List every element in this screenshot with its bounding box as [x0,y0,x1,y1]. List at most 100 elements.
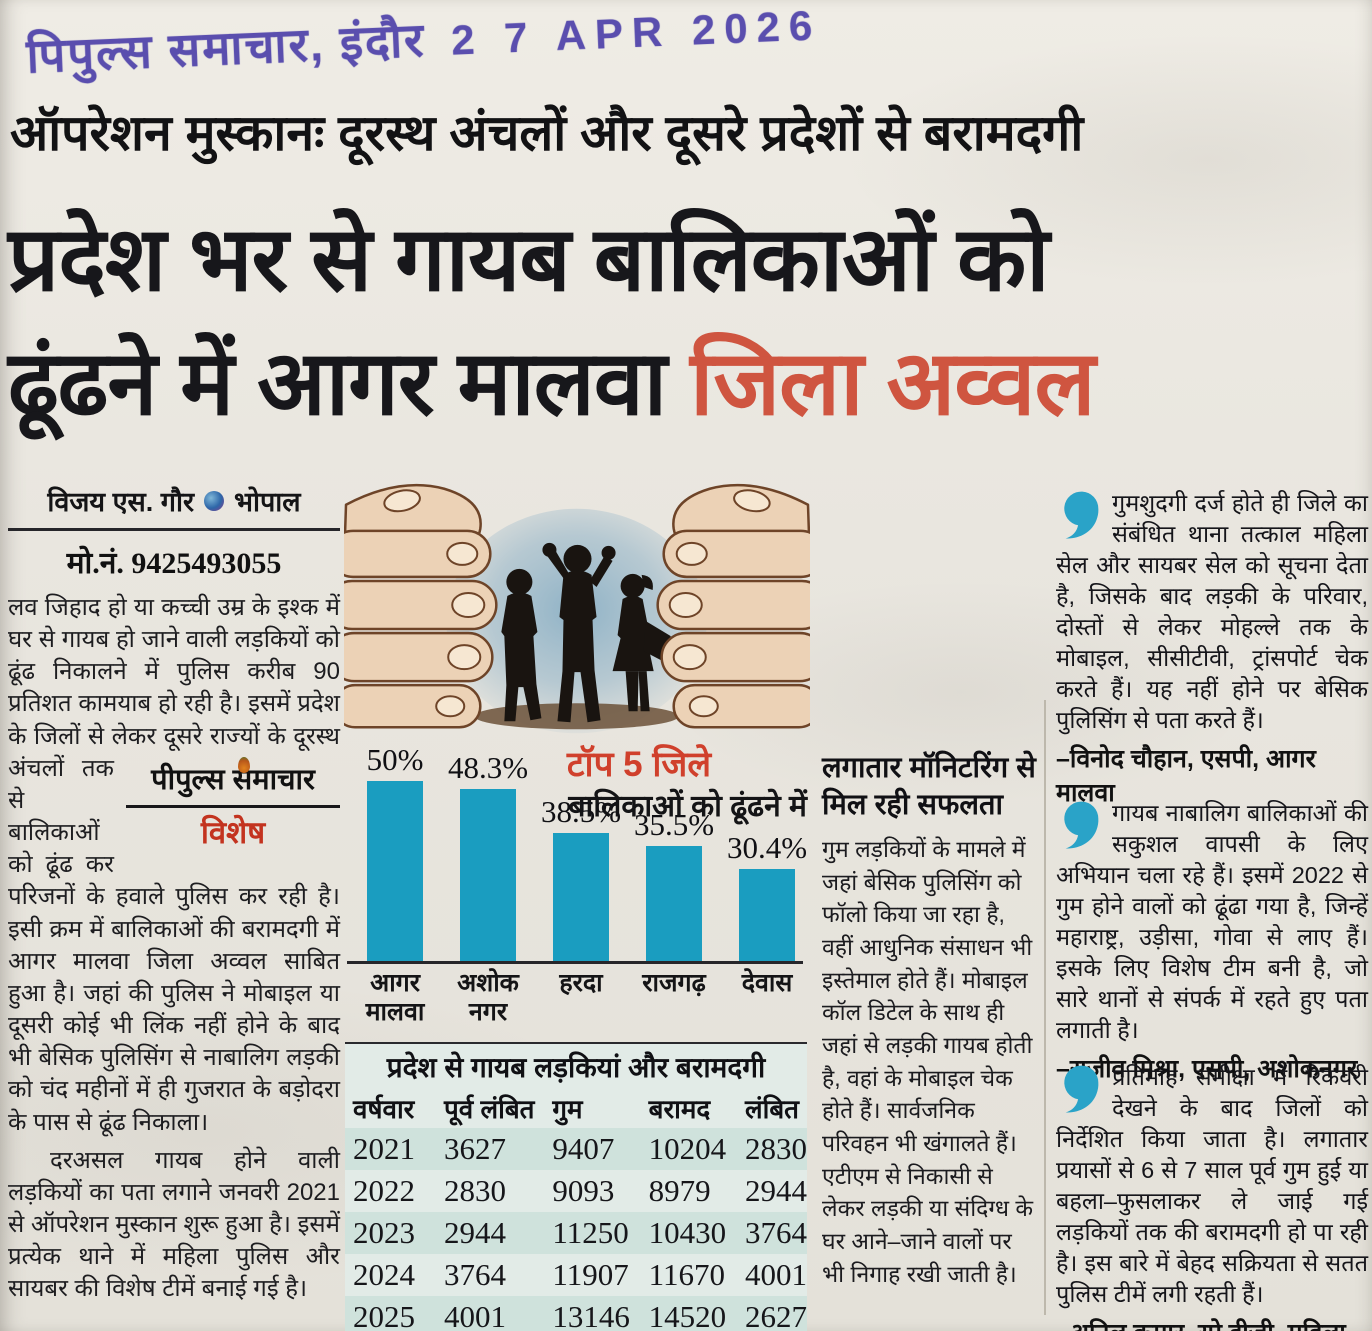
headline-accent: जिला अव्वल [690,334,1095,435]
chart-subtitle: बालिकाओं को ढूंढने में [568,790,807,823]
quote-text: प्रतिमाह समीक्षा में रिकवरी देखने के बाद… [1056,1064,1368,1308]
byline: विजय एस. गौर भोपाल [8,482,340,531]
table-row: 2022 2830 9093 8979 2944 [345,1170,807,1212]
table-cell: 2627 [744,1299,807,1331]
left-article-column: विजय एस. गौर भोपाल मो.नं. 9425493055 लव … [8,482,340,1305]
table-title: प्रदेश से गायब लड़कियां और बरामदगी [386,1052,766,1083]
table-header-cell: वर्षवार [353,1094,415,1124]
quote-block-agar-malwa: गुमशुदगी दर्ज होते ही जिले का संबंधित था… [1056,488,1368,809]
bar-category-label: हरदा [559,969,603,997]
table-cell: 13146 [552,1299,630,1331]
table-cell: 2022 [353,1173,415,1208]
bar-column: 48.3% अशोक नगर [442,750,534,1026]
table-cell: 11670 [648,1257,726,1292]
table-cell: 11250 [552,1215,629,1250]
top5-districts-bar-chart: टॉप 5 जिले बालिकाओं को ढूंढने में 50% आगर… [345,742,807,1040]
table-row: 2021 3627 9407 10204 2830 [345,1128,807,1170]
table-cell: 11907 [552,1257,629,1292]
quote-comma-icon [1064,801,1099,849]
subheading-monitoring: लगातार मॉनिटरिंग से मिल रही सफलता [822,752,1036,821]
table-cell: 3764 [744,1215,807,1250]
table-cell: 2025 [353,1299,415,1331]
bar-value-label: 50% [366,742,424,777]
table-row: 2025 4001 13146 14520 2627 [345,1296,807,1331]
bar-value-label: 30.4% [726,830,808,865]
table-cell: 2024 [353,1257,415,1292]
quote-text: गुमशुदगी दर्ज होते ही जिले का संबंधित था… [1056,490,1368,734]
bar [460,789,516,961]
quote-attribution: –अनिल कुमार, स्पे.डीजी, महिला सुरक्षा [1056,1315,1368,1331]
table-body: 2021 3627 9407 10204 2830 2022 2830 9093 8979 294… [345,1128,807,1331]
kicker-headline: ऑपरेशन मुस्कानः दूरस्थ अंचलों और दूसरे प… [10,105,1084,161]
table-cell: 2944 [744,1173,807,1208]
chart-baseline [347,961,803,964]
city-label: भोपाल [234,487,301,517]
table-header-row: वर्षवार पूर्व लंबित गुम बरामद लंबित [345,1088,807,1128]
article-paragraph: लव जिहाद हो या कच्ची उम्र के इश्क में घर… [8,594,340,782]
quote-comma-icon [1064,1065,1099,1113]
table-cell: 4001 [744,1257,807,1292]
middle-article-column: लगातार मॉनिटरिंग से मिल रही सफलता गुम लड… [822,750,1040,1290]
article-paragraph: तक से बालिकाओं को ढूंढ कर [8,754,114,879]
hands-protecting-children-illustration [344,468,810,742]
table-cell: 3627 [444,1131,507,1166]
article-paragraph: दरअसल गायब होने वाली लड़कियों का पता लगा… [8,1146,340,1303]
quote-text: गायब नाबालिग बालिकाओं की सकुशल वापसी के … [1056,800,1368,1044]
bar-category-label: राजगढ़ [642,969,706,997]
table-cell: 2023 [353,1215,415,1250]
main-headline: प्रदेश भर से गायब बालिकाओं को ढूंढने में… [8,198,1368,446]
quote-block-ashoknagar: गायब नाबालिग बालिकाओं की सकुशल वापसी के … [1056,798,1368,1085]
table-header-cell: लंबित [744,1094,799,1124]
inset-brand: पीपुल्स समाचार [126,761,340,808]
table-row: 2024 3764 11907 11670 4001 [345,1254,807,1296]
bar [367,781,423,961]
inset-logo: पीपुल्स समाचार विशेष [126,756,340,853]
quote-block-mahila-suraksha: प्रतिमाह समीक्षा में रिकवरी देखने के बाद… [1056,1062,1368,1331]
table-header-cell: बरामद [648,1094,711,1124]
middle-paragraph: गुम लड़कियों के मामले में जहां बेसिक पुल… [822,836,1034,1287]
bar-column: 50% आगर मालवा [349,742,441,1026]
table-cell: 14520 [648,1299,727,1331]
date-stamp: पिपुल्स समाचार, इंदौर 2 7 APR 2026 [25,0,1007,86]
bar-value-label: 48.3% [447,750,529,785]
table-cell: 4001 [444,1299,507,1331]
table-cell: 9407 [552,1131,615,1166]
table-header-cell: पूर्व लंबित [444,1094,535,1124]
inset-special-label: विशेष [200,814,266,850]
quote-attribution: –राजीव मिश्रा, एसपी, अशोकनगर [1056,1055,1358,1084]
chart-title: टॉप 5 जिले [566,745,712,784]
children-silhouettes [501,542,671,723]
inset-logo-flame-icon [238,756,250,773]
table-cell: 10430 [648,1215,727,1250]
stamp-date: 2 7 APR 2026 [450,1,823,64]
table-cell: 2944 [444,1215,507,1250]
headline-line1: प्रदेश भर से गायब बालिकाओं को [8,210,1050,310]
bar [553,833,609,961]
recovery-data-table-box: प्रदेश से गायब लड़कियां और बरामदगी वर्षव… [345,1042,807,1331]
table-row: 2023 2944 11250 10430 3764 [345,1212,807,1254]
bar-value-label: 35.5% [633,807,715,842]
bar-category-label: देवास [741,969,793,997]
reporter-name: विजय एस. गौर [47,487,194,517]
table-cell: 10204 [648,1131,727,1166]
dot-icon [204,490,224,511]
table-cell: 8979 [648,1173,711,1208]
bar-column: 30.4% देवास [721,830,813,997]
bar-column: 35.5% राजगढ़ [628,807,720,997]
right-hand [656,483,810,729]
table-cell: 3764 [444,1257,507,1292]
bar-category-label: आगर मालवा [365,969,425,1026]
headline-line2: ढूंढने में आगर मालवा [8,334,691,435]
bar [739,869,795,961]
bar-category-label: अशोक नगर [457,969,519,1026]
article-body: लव जिहाद हो या कच्ची उम्र के इश्क में घर… [8,592,340,1305]
left-hand [344,483,498,729]
table-cell: 9093 [552,1173,615,1208]
phone-number: मो.नं. 9425493055 [66,547,282,580]
bar [646,846,702,961]
bar-column: 38.5% हरदा [535,794,627,997]
bar-value-label: 38.5% [540,794,622,829]
table-header-cell: गुम [552,1094,583,1124]
table-cell: 2830 [444,1173,507,1208]
